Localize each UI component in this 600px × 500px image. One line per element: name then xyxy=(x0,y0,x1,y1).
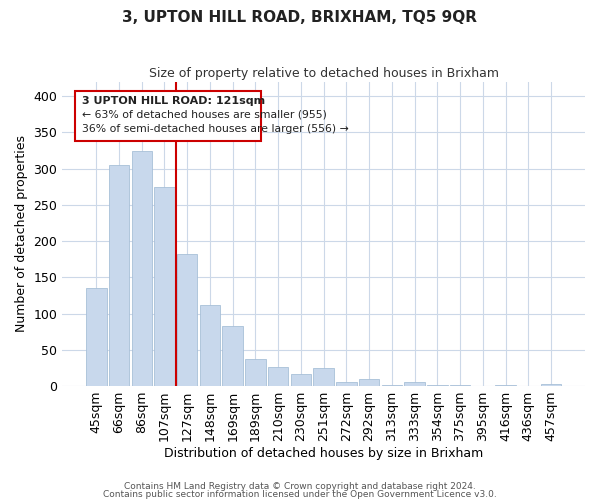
Y-axis label: Number of detached properties: Number of detached properties xyxy=(15,136,28,332)
Text: Contains HM Land Registry data © Crown copyright and database right 2024.: Contains HM Land Registry data © Crown c… xyxy=(124,482,476,491)
Text: Contains public sector information licensed under the Open Government Licence v3: Contains public sector information licen… xyxy=(103,490,497,499)
Bar xyxy=(200,305,220,386)
FancyBboxPatch shape xyxy=(76,91,261,141)
Bar xyxy=(177,254,197,386)
Bar xyxy=(313,368,334,386)
Bar xyxy=(154,187,175,386)
Bar xyxy=(86,288,107,386)
Bar xyxy=(336,382,356,386)
Bar xyxy=(131,150,152,386)
Bar xyxy=(223,326,243,386)
Bar xyxy=(268,367,289,386)
Title: Size of property relative to detached houses in Brixham: Size of property relative to detached ho… xyxy=(149,68,499,80)
Text: 36% of semi-detached houses are larger (556) →: 36% of semi-detached houses are larger (… xyxy=(82,124,349,134)
Bar xyxy=(404,382,425,386)
Bar xyxy=(245,360,266,386)
Bar xyxy=(359,379,379,386)
X-axis label: Distribution of detached houses by size in Brixham: Distribution of detached houses by size … xyxy=(164,447,483,460)
Bar xyxy=(109,165,129,386)
Text: 3, UPTON HILL ROAD, BRIXHAM, TQ5 9QR: 3, UPTON HILL ROAD, BRIXHAM, TQ5 9QR xyxy=(122,10,478,25)
Bar xyxy=(290,374,311,386)
Text: 3 UPTON HILL ROAD: 121sqm: 3 UPTON HILL ROAD: 121sqm xyxy=(82,96,265,106)
Text: ← 63% of detached houses are smaller (955): ← 63% of detached houses are smaller (95… xyxy=(82,110,326,120)
Bar xyxy=(541,384,561,386)
